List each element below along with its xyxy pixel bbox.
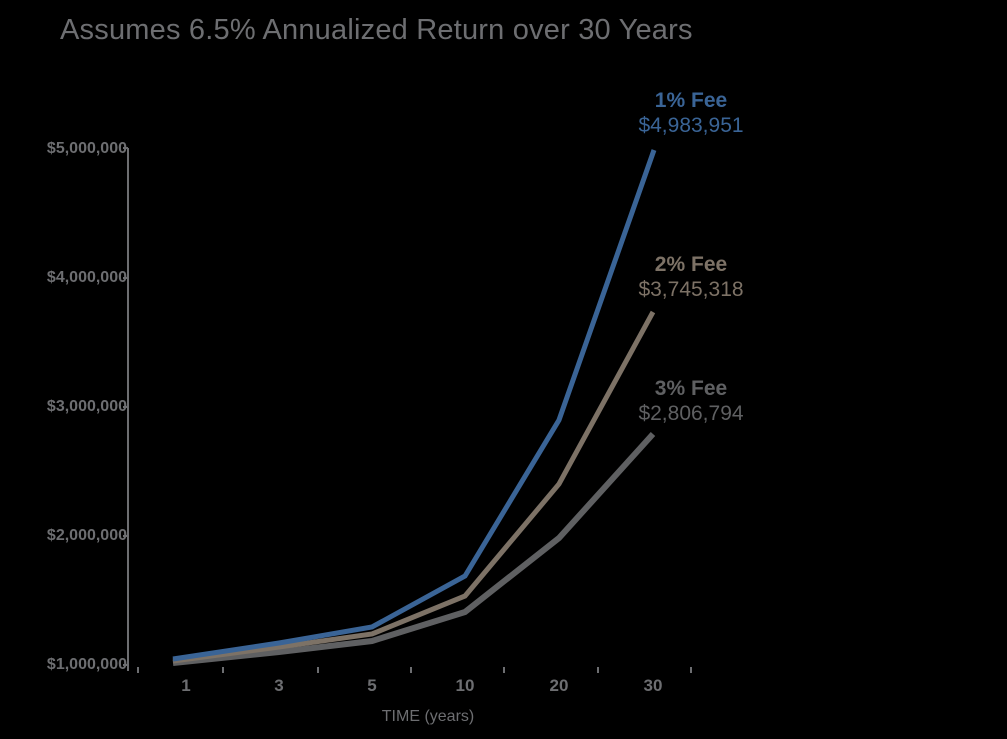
series-line-3pct-fee [172, 431, 656, 666]
x-axis-ticks [137, 667, 692, 673]
x-tick-label: 3 [274, 676, 284, 695]
annotation-series-name: 2% Fee [654, 253, 728, 276]
annotation-series-value: $3,745,318 [638, 278, 744, 301]
annotation-3pct-fee: 3% Fee $2,806,794 [638, 376, 743, 426]
annotation-1pct-fee: 1% Fee $4,983,951 [638, 88, 743, 138]
x-tick-label: 5 [367, 676, 377, 695]
x-tick-label: 1 [181, 676, 191, 695]
annotation-series-name: 3% Fee [654, 377, 728, 400]
series-line-1pct-fee [172, 149, 657, 662]
series-line-2pct-fee [172, 310, 656, 664]
y-tick-label: $2,000,000 [46, 527, 127, 544]
annotation-series-name: 1% Fee [654, 89, 728, 112]
x-tick-label: 10 [455, 676, 475, 695]
annotation-series-value: $4,983,951 [638, 114, 744, 137]
x-axis-label: TIME (years) [381, 708, 475, 725]
y-tick-label: $3,000,000 [46, 398, 127, 415]
y-axis [123, 147, 129, 671]
annotation-series-value: $2,806,794 [638, 402, 744, 425]
y-tick-label: $4,000,000 [46, 269, 127, 286]
x-tick-label: 30 [643, 676, 663, 695]
chart-title: Assumes 6.5% Annualized Return over 30 Y… [60, 14, 693, 46]
y-tick-label: $1,000,000 [46, 656, 127, 673]
y-tick-label: $5,000,000 [46, 140, 127, 157]
x-tick-label: 20 [549, 676, 569, 695]
annotation-2pct-fee: 2% Fee $3,745,318 [638, 252, 743, 302]
